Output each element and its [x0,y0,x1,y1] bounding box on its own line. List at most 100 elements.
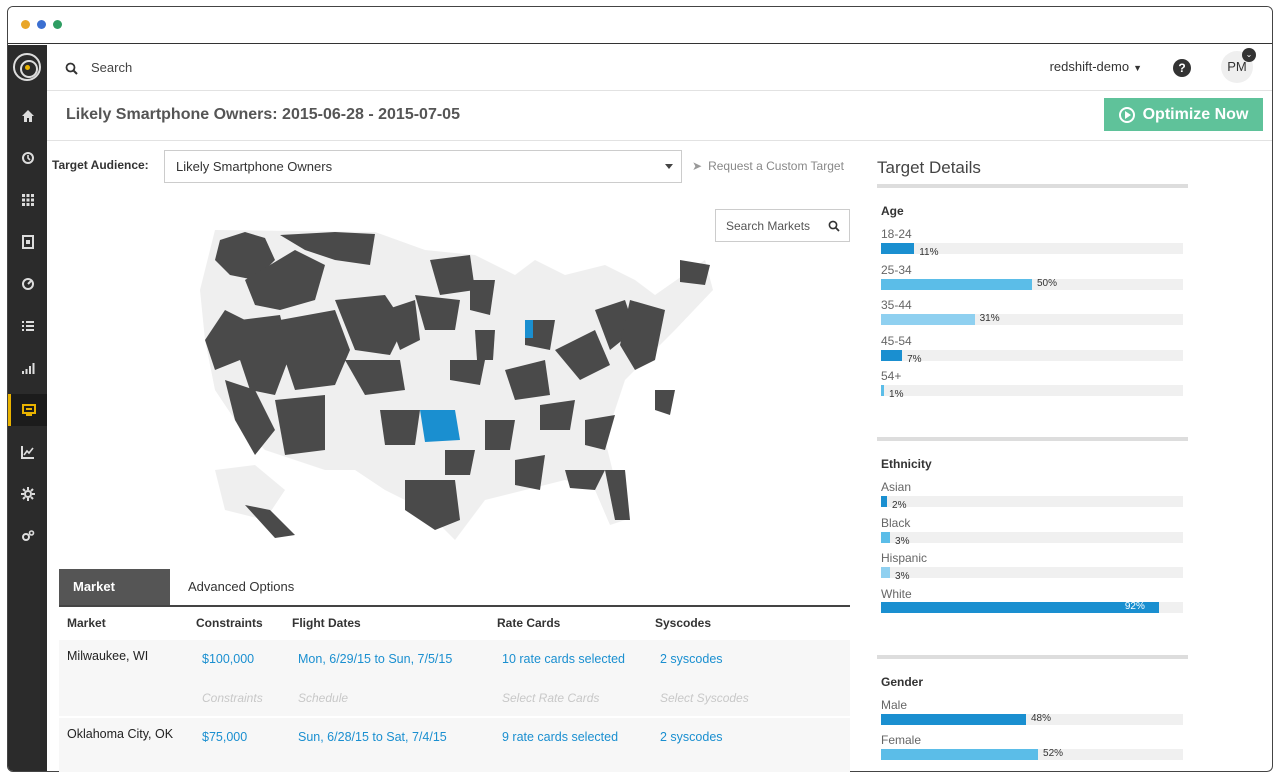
home-icon[interactable] [8,100,47,132]
divider [877,655,1188,659]
bar-label: 45-54 [881,334,912,348]
avatar-menu-chevron-icon[interactable]: ⌄ [1242,48,1256,62]
bar-label: Asian [881,480,912,494]
bar-track: 11% [881,243,1183,258]
detail-tabs: Market Details Advanced Options [59,569,850,630]
window-maximize-button[interactable] [53,20,62,29]
bar-label: Hispanic [881,551,928,565]
list-icon[interactable] [8,310,47,342]
cogs-icon[interactable] [8,520,47,552]
rate-cards-link[interactable]: 10 rate cards selected [502,652,625,666]
request-custom-target-link[interactable]: ➤ Request a Custom Target [692,159,844,173]
bar-track: 3% [881,567,1183,582]
bar-fill [881,279,1032,290]
map-market-oklahoma-city[interactable] [420,410,460,442]
constraints-link[interactable]: $100,000 [202,652,255,666]
history-icon[interactable] [8,142,47,174]
monitor-icon[interactable] [8,394,47,426]
divider [877,184,1188,188]
map-selected-markets[interactable] [420,320,533,442]
bar-fill [881,496,888,507]
bar-label: 54+ [881,369,902,383]
col-syscodes[interactable]: Syscodes [655,616,712,630]
apps-grid-icon[interactable] [8,184,47,216]
bar-percent: 52% [1043,748,1064,759]
us-market-map[interactable] [185,220,715,550]
sidebar [8,45,47,771]
section-title-gender: Gender [881,675,924,689]
tab-market-details[interactable]: Market Details [59,569,170,630]
map-market-milwaukee[interactable] [525,320,533,338]
bar-fill [881,350,903,361]
bar-fill [881,385,885,396]
avatar[interactable]: PM [1221,51,1253,83]
logo[interactable] [13,53,41,81]
schedule-placeholder[interactable]: Schedule [298,691,349,705]
col-market[interactable]: Market [67,616,106,630]
bar-label: 18-24 [881,227,912,241]
map-markets[interactable] [205,232,710,538]
paper-plane-icon: ➤ [692,159,703,173]
signal-bars-icon[interactable] [8,352,47,384]
constraints-placeholder[interactable]: Constraints [202,691,263,705]
bar-track: 3% [881,532,1183,547]
bar-track: 2% [881,496,1183,511]
settings-icon[interactable] [8,478,47,510]
optimize-now-button[interactable]: Optimize Now [1104,98,1263,131]
target-audience-value: Likely Smartphone Owners [176,159,333,174]
window-close-button[interactable] [21,20,30,29]
bar-fill [881,714,1026,725]
bar-fill [881,749,1039,760]
section-title-ethnicity: Ethnicity [881,457,932,471]
bar-label: 35-44 [881,298,912,312]
chevron-down-icon: ▼ [1133,63,1142,73]
flight-dates-link[interactable]: Mon, 6/29/15 to Sun, 7/5/15 [298,652,453,666]
bar-label: Black [881,516,911,530]
account-dropdown[interactable]: redshift-demo ▼ [1050,59,1142,74]
flight-dates-link[interactable]: Sun, 6/28/15 to Sat, 7/4/15 [298,730,447,744]
bar-fill [881,532,891,543]
rate-cards-placeholder[interactable]: Select Rate Cards [502,691,600,705]
bar-percent: 3% [895,571,910,582]
bar-track: 48% [881,713,1183,725]
market-name: Oklahoma City, OK [67,727,174,741]
page-header: Likely Smartphone Owners: 2015-06-28 - 2… [47,91,1272,141]
bar-fill [881,567,891,578]
col-flight-dates[interactable]: Flight Dates [292,616,361,630]
bar-fill [881,602,1159,613]
bar-percent: 3% [895,536,910,547]
divider [877,437,1188,441]
bar-label: Male [881,698,908,712]
bar-percent: 2% [892,500,907,511]
help-icon[interactable]: ? [1173,59,1191,77]
search-input[interactable]: Search [91,60,133,75]
target-audience-label: Target Audience: [52,158,149,172]
search-icon [828,220,840,232]
col-rate-cards[interactable]: Rate Cards [497,616,561,630]
target-audience-select[interactable]: Likely Smartphone Owners [164,150,682,183]
request-custom-target-label: Request a Custom Target [708,159,844,173]
table-row: Oklahoma City, OK $75,000 Sun, 6/28/15 t… [59,718,850,772]
bar-label: Female [881,733,922,747]
bar-percent: 11% [919,247,939,258]
syscodes-placeholder[interactable]: Select Syscodes [660,691,749,705]
document-icon[interactable] [8,226,47,258]
bar-track: 7% [881,350,1183,365]
syscodes-link[interactable]: 2 syscodes [660,652,723,666]
rate-cards-link[interactable]: 9 rate cards selected [502,730,619,744]
line-chart-icon[interactable] [8,436,47,468]
table-row: Milwaukee, WI $100,000 Mon, 6/29/15 to S… [59,640,850,716]
constraints-link[interactable]: $75,000 [202,730,248,744]
syscodes-link[interactable]: 2 syscodes [660,730,723,744]
col-constraints[interactable]: Constraints [196,616,263,630]
bar-track: 52% [881,748,1183,760]
page-title: Likely Smartphone Owners: 2015-06-28 - 2… [66,106,460,123]
search-markets-input[interactable]: Search Markets [715,209,850,242]
bar-track: 50% [881,278,1183,290]
window-minimize-button[interactable] [37,20,46,29]
tab-advanced-options[interactable]: Advanced Options [188,579,295,594]
chevron-down-icon [665,164,673,169]
search-icon[interactable] [65,62,78,75]
optimize-now-label: Optimize Now [1142,105,1249,123]
dashboard-gauge-icon[interactable] [8,268,47,300]
